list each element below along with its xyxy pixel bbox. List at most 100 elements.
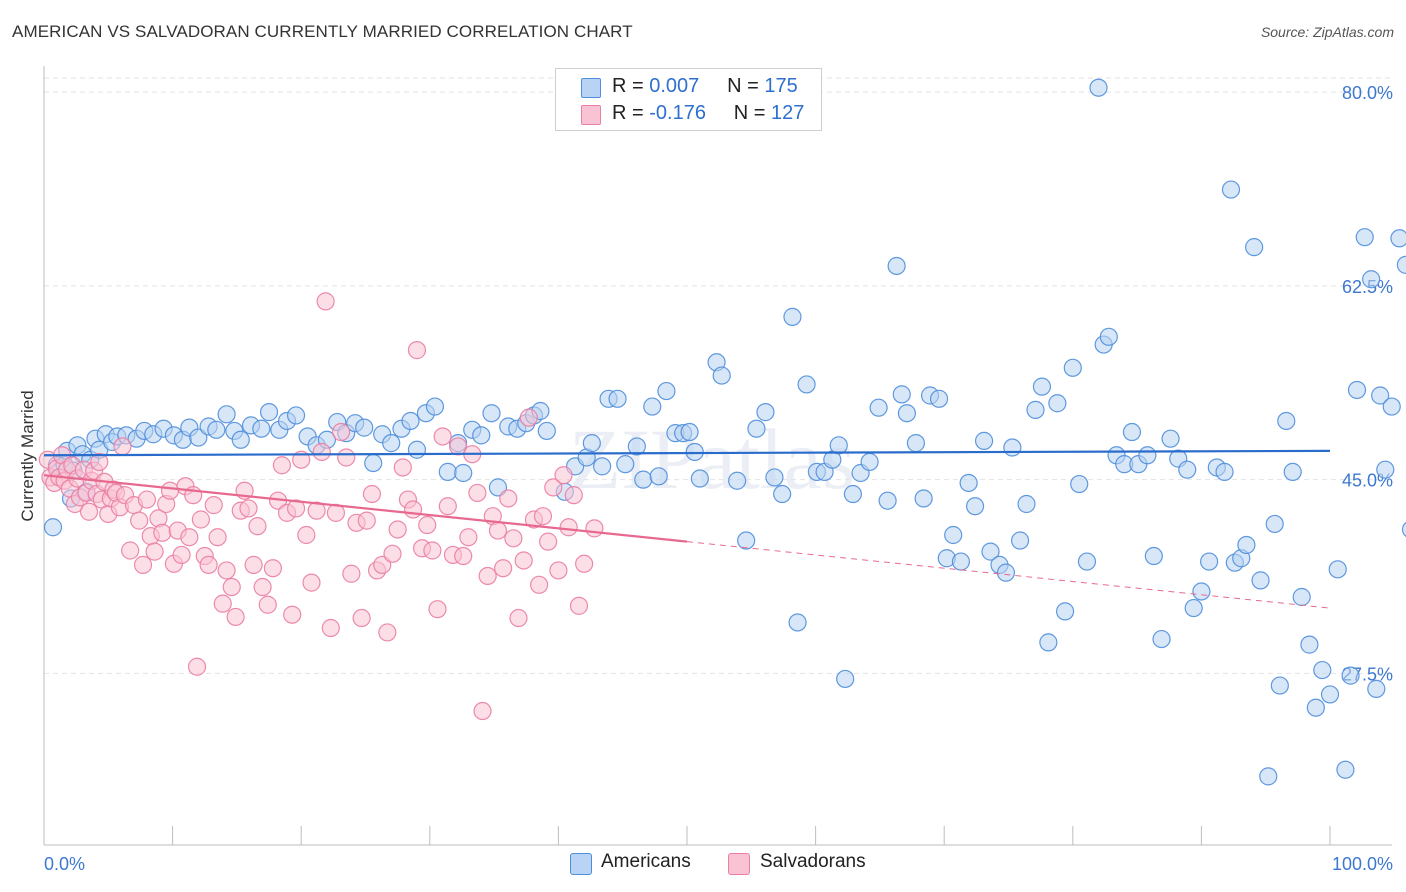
- salvadoran-point: [352, 608, 371, 628]
- salvadoran-point: [473, 701, 492, 721]
- salvadoran-point: [272, 456, 292, 475]
- salvadoran-point: [217, 561, 236, 580]
- salvadoran-point: [509, 608, 528, 628]
- americans-legend-label: Americans: [601, 851, 691, 872]
- american-point: [1048, 394, 1067, 413]
- american-point: [914, 489, 933, 508]
- american-point: [680, 422, 699, 442]
- salvadoran-point: [438, 497, 457, 516]
- salvadoran-point: [286, 499, 306, 518]
- salvadoran-point: [549, 561, 568, 580]
- american-point: [1347, 380, 1367, 400]
- american-point: [1184, 598, 1203, 618]
- salvadoran-point: [90, 452, 109, 472]
- x-tick-label-max: 100.0%: [1332, 854, 1393, 874]
- american-point: [43, 518, 63, 537]
- american-point: [1192, 582, 1211, 601]
- source-label: Source: ZipAtlas.com: [1260, 24, 1394, 40]
- salvadoran-point: [418, 515, 437, 535]
- american-point: [582, 434, 601, 453]
- american-point: [1245, 238, 1264, 257]
- american-point: [286, 406, 306, 425]
- salvadoran-point: [263, 559, 283, 578]
- american-point: [1237, 535, 1256, 555]
- american-point: [616, 455, 635, 474]
- american-point: [1039, 633, 1058, 652]
- american-point: [1300, 635, 1319, 654]
- salvadoran-point: [160, 481, 180, 500]
- watermark: ZIPatlas: [569, 411, 856, 507]
- salvadoran-point: [554, 466, 573, 485]
- salvadoran-point: [559, 518, 578, 537]
- american-point: [454, 463, 473, 483]
- americans-swatch: [581, 78, 601, 98]
- salvadoran-point: [478, 566, 497, 586]
- american-point: [1017, 494, 1036, 514]
- american-point: [627, 437, 646, 456]
- salvadoran-point: [514, 551, 533, 570]
- american-point: [482, 404, 501, 423]
- american-point: [657, 381, 676, 401]
- salvadoran-point: [226, 607, 245, 627]
- american-point: [897, 404, 917, 423]
- salvadoran-point: [575, 554, 594, 573]
- salvadoran-point: [504, 529, 523, 548]
- chart-title: AMERICAN VS SALVADORAN CURRENTLY MARRIED…: [12, 22, 633, 41]
- salvadoran-point: [393, 458, 412, 477]
- american-point: [382, 434, 401, 453]
- american-point: [974, 431, 994, 450]
- salvadoran-point: [137, 490, 156, 509]
- american-point: [887, 256, 906, 276]
- american-point: [1401, 521, 1406, 538]
- american-point: [1122, 422, 1142, 442]
- salvadoran-point: [378, 623, 397, 642]
- american-point: [217, 405, 236, 424]
- salvadoran-point: [357, 511, 376, 530]
- salvadoran-point: [362, 484, 382, 504]
- american-point: [1283, 462, 1302, 481]
- american-point: [189, 428, 208, 447]
- american-point: [364, 453, 383, 473]
- salvadoran-point: [407, 341, 427, 360]
- salvadoran-point: [585, 519, 604, 538]
- salvadoran-point: [213, 594, 232, 613]
- salvadorans-trend-extension: [686, 541, 1331, 609]
- salvadoran-point: [428, 600, 447, 619]
- american-point: [1221, 180, 1241, 199]
- salvadoran-point: [337, 448, 356, 467]
- salvadoran-point: [459, 528, 478, 547]
- american-point: [252, 419, 271, 438]
- american-point: [608, 389, 627, 408]
- american-point: [407, 440, 427, 459]
- american-point: [1362, 270, 1381, 289]
- american-point: [690, 469, 709, 488]
- salvadoran-point: [321, 618, 340, 638]
- salvadoran-point: [403, 500, 423, 519]
- american-point: [1178, 460, 1197, 479]
- salvadoran-point: [307, 501, 326, 520]
- american-point: [797, 375, 816, 394]
- american-point: [1161, 429, 1180, 448]
- americans-legend-swatch: [570, 853, 592, 875]
- y-axis-label: Currently Married: [18, 390, 37, 521]
- american-point: [649, 467, 668, 486]
- salvadoran-point: [180, 528, 199, 547]
- american-point: [488, 478, 508, 497]
- salvadoran-point: [316, 292, 335, 311]
- salvadoran-point: [153, 523, 172, 542]
- salvadoran-point: [519, 408, 538, 427]
- salvadoran-point: [130, 511, 149, 530]
- american-point: [906, 434, 926, 453]
- salvadoran-point: [373, 555, 392, 574]
- salvadoran-point: [283, 605, 302, 624]
- salvadoran-point: [564, 486, 583, 505]
- american-point: [878, 491, 897, 510]
- american-point: [869, 398, 888, 417]
- american-point: [1390, 229, 1406, 248]
- salvadoran-point: [454, 546, 473, 566]
- salvadoran-point: [145, 542, 164, 561]
- american-point: [959, 473, 978, 493]
- american-point: [1328, 560, 1347, 579]
- american-point: [737, 531, 756, 550]
- salvadoran-point: [423, 541, 442, 560]
